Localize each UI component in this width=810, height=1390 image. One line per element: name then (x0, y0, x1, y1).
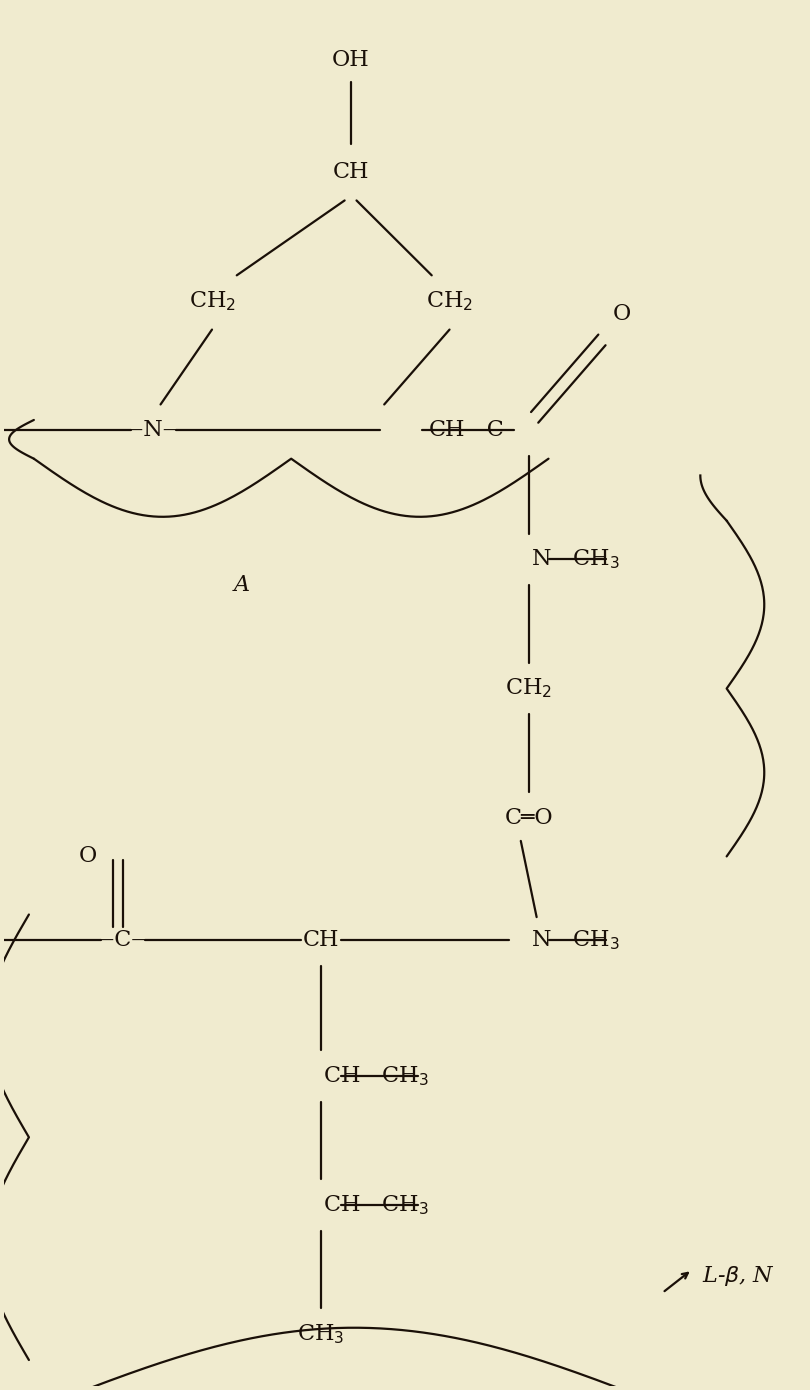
Text: CH: CH (303, 930, 339, 951)
Text: CH—CH$_3$: CH—CH$_3$ (323, 1065, 428, 1088)
Text: N—CH$_3$: N—CH$_3$ (531, 548, 620, 571)
Text: CH: CH (332, 161, 369, 183)
Text: CH—CH$_3$: CH—CH$_3$ (323, 1193, 428, 1216)
Text: CH$_2$: CH$_2$ (189, 289, 236, 313)
Text: O: O (612, 303, 631, 325)
Text: CH—C: CH—C (428, 420, 505, 441)
Text: C═O: C═O (505, 806, 553, 828)
Text: CH$_2$: CH$_2$ (505, 677, 552, 701)
Text: CH$_3$: CH$_3$ (297, 1322, 344, 1346)
Text: —C—: —C— (92, 930, 154, 951)
Text: A: A (233, 574, 249, 596)
Text: L-$\beta$, N: L-$\beta$, N (702, 1264, 775, 1289)
Text: N—CH$_3$: N—CH$_3$ (531, 929, 620, 952)
Text: OH: OH (331, 49, 369, 71)
Text: O: O (79, 845, 97, 867)
Text: CH$_2$: CH$_2$ (426, 289, 473, 313)
Text: —N—: —N— (121, 420, 185, 441)
